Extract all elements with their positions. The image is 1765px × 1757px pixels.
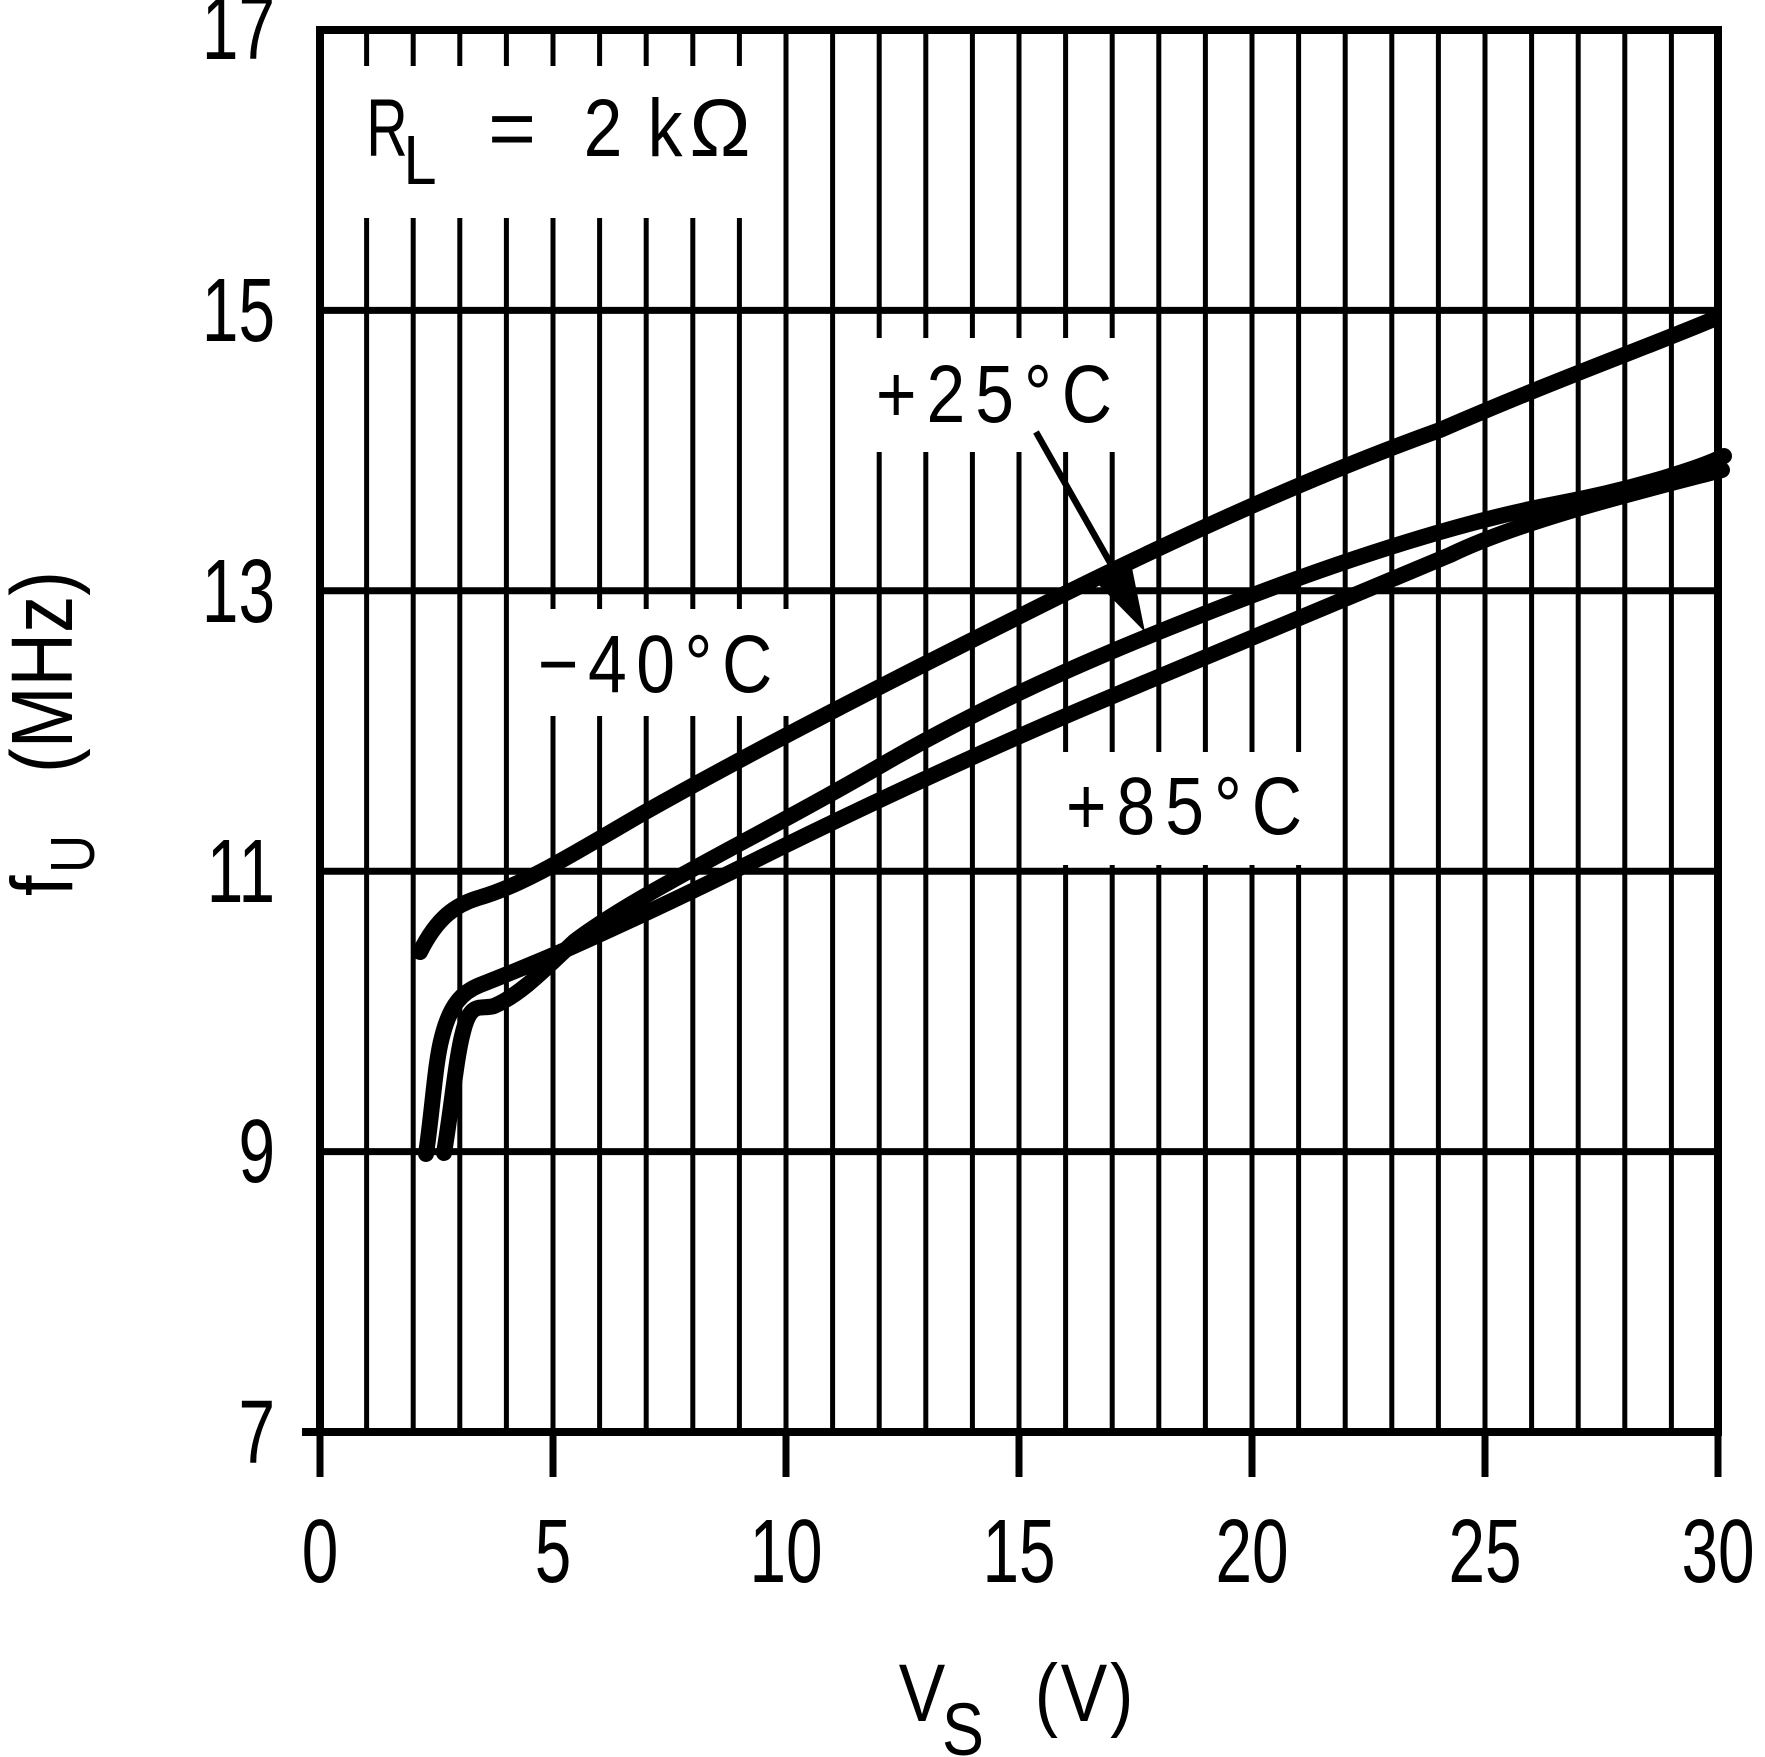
svg-text:13: 13 (202, 541, 275, 642)
svg-text:(V): (V) (1035, 1648, 1134, 1740)
svg-text:0: 0 (302, 1501, 339, 1602)
svg-text:15: 15 (202, 260, 275, 361)
svg-text:+85°C: +85°C (1066, 761, 1302, 853)
svg-text:f: f (0, 875, 91, 896)
svg-text:R: R (366, 82, 407, 174)
svg-text:+25°C: +25°C (876, 349, 1112, 441)
svg-text:L: L (403, 120, 436, 199)
svg-text:U: U (39, 835, 108, 873)
svg-text:Ω: Ω (689, 83, 750, 174)
svg-text:k: k (648, 83, 684, 175)
svg-text:17: 17 (202, 0, 275, 78)
svg-text:S: S (942, 1688, 984, 1757)
svg-text:20: 20 (1215, 1501, 1288, 1602)
svg-text:=: = (488, 83, 536, 174)
svg-text:9: 9 (238, 1101, 275, 1202)
svg-text:30: 30 (1681, 1501, 1754, 1602)
svg-text:2: 2 (584, 83, 623, 175)
svg-text:(MHz): (MHz) (0, 571, 91, 773)
svg-text:11: 11 (207, 821, 275, 922)
svg-text:7: 7 (238, 1382, 275, 1483)
svg-text:−40°C: −40°C (538, 619, 773, 711)
svg-text:15: 15 (982, 1501, 1055, 1602)
svg-text:V: V (899, 1648, 946, 1740)
svg-text:5: 5 (535, 1501, 572, 1602)
svg-text:25: 25 (1448, 1501, 1521, 1602)
svg-text:10: 10 (749, 1501, 822, 1602)
